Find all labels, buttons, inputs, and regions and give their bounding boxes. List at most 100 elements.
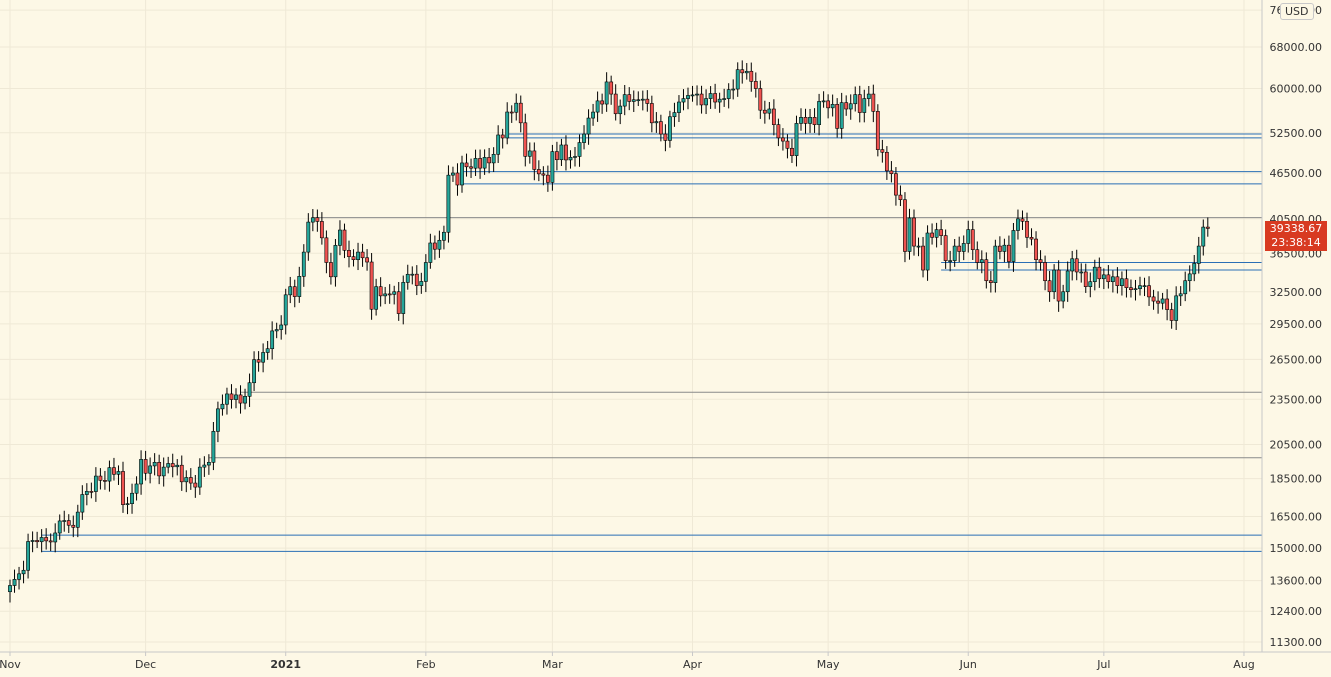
candle-body bbox=[541, 173, 546, 176]
candle-body bbox=[957, 245, 962, 252]
candle-body bbox=[148, 465, 153, 474]
candle-body bbox=[1147, 285, 1151, 298]
candle bbox=[1020, 210, 1025, 230]
candle bbox=[808, 108, 812, 133]
candle bbox=[866, 86, 871, 107]
y-tick-label: 46500.00 bbox=[1270, 167, 1323, 180]
candle bbox=[591, 103, 595, 126]
candle bbox=[170, 453, 175, 478]
candle bbox=[1187, 265, 1192, 292]
candle-body bbox=[536, 169, 541, 175]
candle-body bbox=[988, 280, 993, 284]
candle-body bbox=[636, 99, 641, 102]
candle-body bbox=[206, 462, 211, 466]
candle bbox=[740, 60, 745, 84]
candle-body bbox=[310, 217, 315, 223]
candle bbox=[35, 531, 40, 549]
candle-body bbox=[39, 537, 44, 543]
candle-body bbox=[505, 111, 510, 139]
candle-body bbox=[482, 157, 487, 169]
candle-body bbox=[17, 573, 21, 580]
candle-body bbox=[555, 151, 559, 161]
candle-body bbox=[62, 520, 67, 522]
candle bbox=[776, 118, 781, 147]
candle bbox=[414, 265, 419, 296]
candle-body bbox=[771, 108, 776, 125]
candle-body bbox=[839, 102, 844, 129]
candle bbox=[988, 271, 993, 293]
candle-body bbox=[916, 245, 921, 248]
candle bbox=[288, 276, 293, 304]
candle bbox=[799, 108, 803, 131]
candle-body bbox=[790, 147, 794, 156]
candle bbox=[301, 244, 306, 287]
candle bbox=[1065, 261, 1070, 302]
candle bbox=[112, 457, 116, 481]
candle-body bbox=[835, 104, 840, 129]
candle bbox=[473, 149, 478, 176]
candle-body bbox=[1007, 244, 1011, 262]
candle-body bbox=[1038, 259, 1043, 263]
candle bbox=[53, 523, 58, 553]
candle bbox=[817, 93, 821, 136]
candle-body bbox=[857, 94, 862, 113]
candle bbox=[1025, 212, 1029, 248]
candle bbox=[749, 62, 754, 92]
candle-body bbox=[776, 124, 781, 139]
candle-body bbox=[1192, 263, 1197, 275]
candle-body bbox=[360, 251, 365, 259]
candle bbox=[930, 223, 934, 245]
candle bbox=[356, 242, 360, 271]
candle bbox=[152, 453, 157, 476]
candle-body bbox=[1165, 298, 1170, 310]
candle-body bbox=[414, 273, 419, 286]
candle-body bbox=[604, 81, 609, 105]
x-tick-label: Apr bbox=[683, 658, 703, 671]
candle bbox=[451, 166, 455, 182]
candle bbox=[830, 94, 835, 117]
candle-body bbox=[1047, 280, 1052, 293]
candle-body bbox=[478, 158, 482, 169]
candle bbox=[270, 321, 275, 360]
candle bbox=[695, 85, 699, 106]
candle bbox=[202, 456, 207, 477]
candle-body bbox=[134, 483, 139, 494]
candle-body bbox=[1029, 237, 1034, 240]
candle-body bbox=[351, 256, 356, 260]
candle-body bbox=[695, 93, 699, 96]
candle bbox=[464, 153, 469, 177]
candle-body bbox=[568, 157, 573, 161]
candle-body bbox=[1002, 244, 1007, 252]
currency-selector[interactable]: USD bbox=[1280, 3, 1314, 20]
candle bbox=[604, 72, 609, 112]
candle-body bbox=[717, 98, 722, 103]
candle-body bbox=[731, 88, 736, 91]
candle-body bbox=[830, 104, 835, 109]
candle bbox=[428, 233, 433, 269]
candle bbox=[179, 455, 184, 491]
candle bbox=[130, 483, 134, 514]
candle-body bbox=[862, 98, 867, 113]
candle bbox=[107, 460, 112, 492]
candle bbox=[12, 569, 17, 593]
candle-body bbox=[545, 174, 550, 183]
candle-body bbox=[1088, 281, 1093, 287]
candle-body bbox=[1183, 280, 1188, 295]
candle bbox=[1061, 284, 1066, 309]
candle bbox=[555, 141, 559, 171]
candle bbox=[148, 457, 153, 484]
candle-body bbox=[220, 403, 225, 410]
candle bbox=[84, 483, 89, 506]
candle-body bbox=[464, 162, 469, 168]
candle bbox=[916, 237, 921, 257]
x-tick-label: Nov bbox=[0, 658, 21, 671]
candle bbox=[48, 533, 53, 552]
candle bbox=[252, 351, 256, 391]
candle-body bbox=[514, 102, 519, 113]
candle bbox=[1201, 219, 1206, 256]
candle bbox=[274, 322, 279, 339]
candle-body bbox=[532, 150, 537, 170]
candle-body bbox=[686, 95, 690, 99]
